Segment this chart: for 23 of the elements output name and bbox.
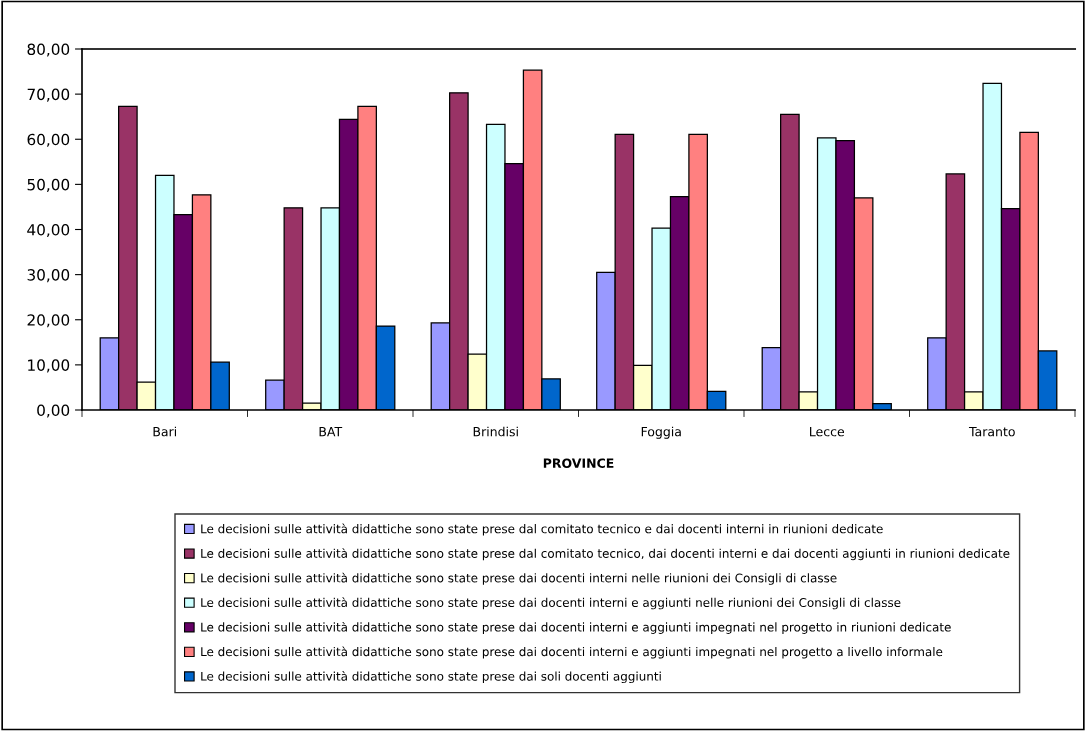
y-tick-label: 20,00 [27, 314, 70, 328]
x-axis-title: PROVINCE [543, 458, 614, 468]
y-tick-label: 40,00 [27, 223, 70, 238]
y-tick-label: 30,00 [27, 269, 70, 283]
x-tick-label: Taranto [968, 427, 1015, 437]
y-tick-label: 0,00 [37, 404, 70, 418]
x-tick-label: Foggia [641, 426, 681, 439]
y-tick-label: 50,00 [27, 178, 70, 192]
x-tick-label: Brindisi [473, 426, 518, 437]
legend-label: Le decisioni sulle attività didattiche sono state prese dal comitato tecnico, dai docenti interni e dai docenti aggiunti in riunioni dedicate [201, 548, 1010, 561]
legend-label: Le decisioni sulle attività didattiche sono state prese dai docenti interni e aggiunti nelle riunioni dei Consigli di classe [201, 597, 901, 610]
legend-label: Le decisioni sulle attività didattiche sono state prese dai soli docenti aggiunti [201, 671, 661, 684]
y-tick-label: 80,00 [27, 43, 70, 57]
y-tick-label: 10,00 [28, 359, 70, 373]
x-tick-label: Bari [153, 426, 176, 437]
y-tick-label: 70,00 [27, 88, 70, 102]
y-tick-label: 60,00 [27, 133, 70, 147]
x-tick-label: BAT [319, 427, 343, 437]
x-tick-label: Lecce [810, 427, 845, 437]
legend-label: Le decisioni sulle attività didattiche sono state prese dai docenti interni e aggiunti impegnati nel progetto a livello informale [201, 646, 943, 659]
legend-label: Le decisioni sulle attività didattiche sono state prese dai docenti interni nelle riunioni dei Consigli di classe [201, 572, 837, 585]
legend-label: Le decisioni sulle attività didattiche sono state prese dal comitato tecnico e dai docenti interni in riunioni dedicate [201, 523, 883, 536]
legend-label: Le decisioni sulle attività didattiche sono state prese dai docenti interni e aggiunti impegnati nel progetto in riunioni dedicate [201, 621, 951, 634]
